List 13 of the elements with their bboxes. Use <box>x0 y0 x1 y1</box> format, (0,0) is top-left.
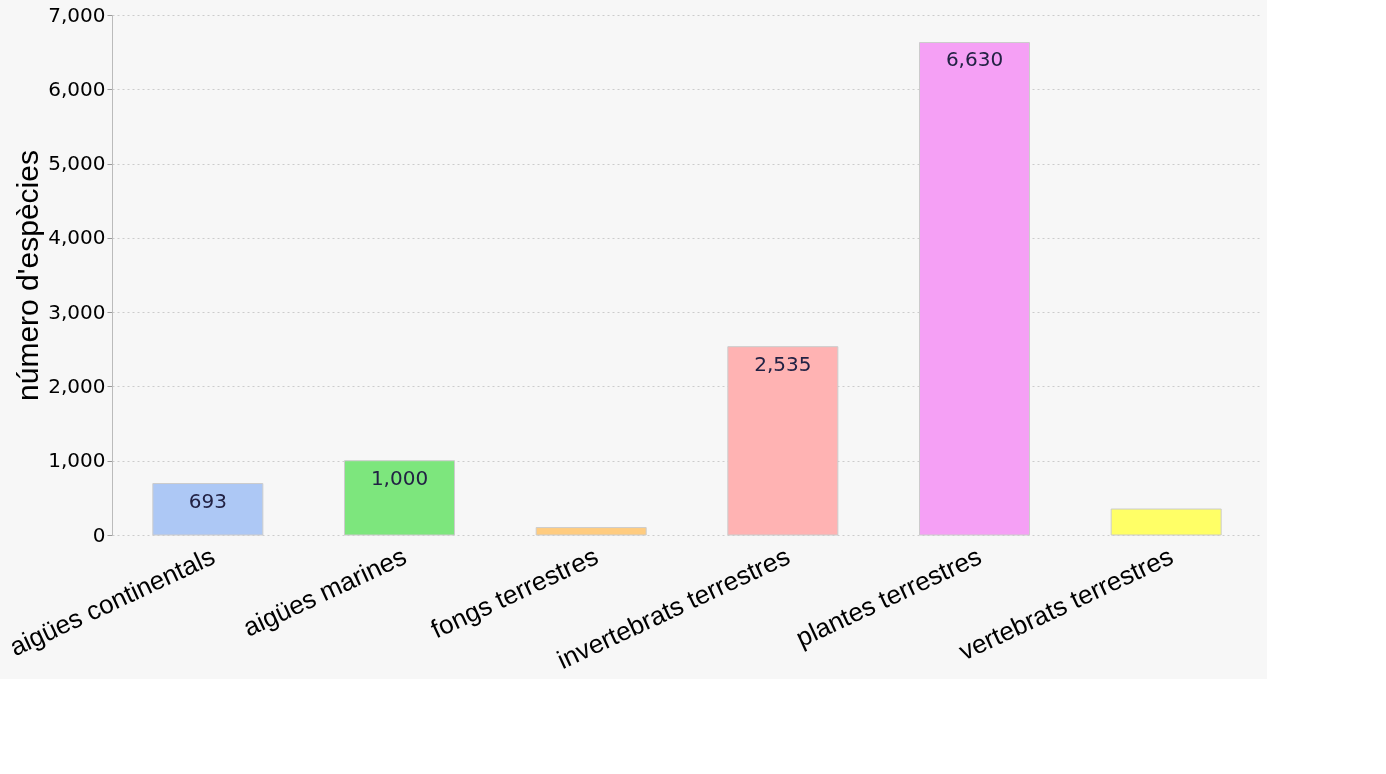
y-tick-label: 4,000 <box>48 225 106 250</box>
y-tick-label: 6,000 <box>48 76 106 101</box>
y-tick-label: 2,000 <box>48 373 106 398</box>
y-tick-label: 7,000 <box>48 2 106 27</box>
y-axis-title: número d'espècies <box>11 150 45 401</box>
data-label: 693 <box>188 488 227 513</box>
data-label: 2,535 <box>754 351 812 376</box>
y-tick-label: 5,000 <box>48 151 106 176</box>
y-tick-label: 1,000 <box>48 448 106 473</box>
data-label: 1,000 <box>370 465 429 490</box>
data-label: 6,630 <box>945 47 1004 72</box>
y-tick-label: 0 <box>92 522 106 547</box>
y-tick-label: 3,000 <box>48 299 106 324</box>
